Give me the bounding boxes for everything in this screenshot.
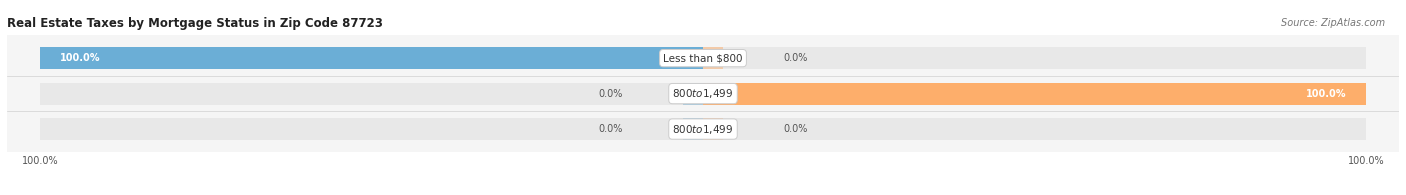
Bar: [683, 83, 703, 105]
Bar: [41, 83, 703, 105]
Text: $800 to $1,499: $800 to $1,499: [672, 122, 734, 136]
Text: 0.0%: 0.0%: [598, 124, 623, 134]
Bar: [703, 118, 723, 140]
Bar: [703, 118, 1365, 140]
Text: 100.0%: 100.0%: [60, 53, 101, 63]
Bar: [703, 83, 1365, 105]
Text: Less than $800: Less than $800: [664, 53, 742, 63]
Bar: [41, 47, 703, 69]
Text: $800 to $1,499: $800 to $1,499: [672, 87, 734, 100]
Bar: [41, 47, 703, 69]
Text: Source: ZipAtlas.com: Source: ZipAtlas.com: [1281, 18, 1385, 27]
Bar: [41, 118, 703, 140]
Bar: [703, 83, 1365, 105]
Text: 0.0%: 0.0%: [598, 89, 623, 99]
Text: 100.0%: 100.0%: [1305, 89, 1346, 99]
Text: Real Estate Taxes by Mortgage Status in Zip Code 87723: Real Estate Taxes by Mortgage Status in …: [7, 17, 382, 30]
Bar: [703, 47, 723, 69]
Text: 0.0%: 0.0%: [783, 53, 808, 63]
Text: 0.0%: 0.0%: [783, 124, 808, 134]
Bar: [683, 118, 703, 140]
Bar: [703, 47, 1365, 69]
